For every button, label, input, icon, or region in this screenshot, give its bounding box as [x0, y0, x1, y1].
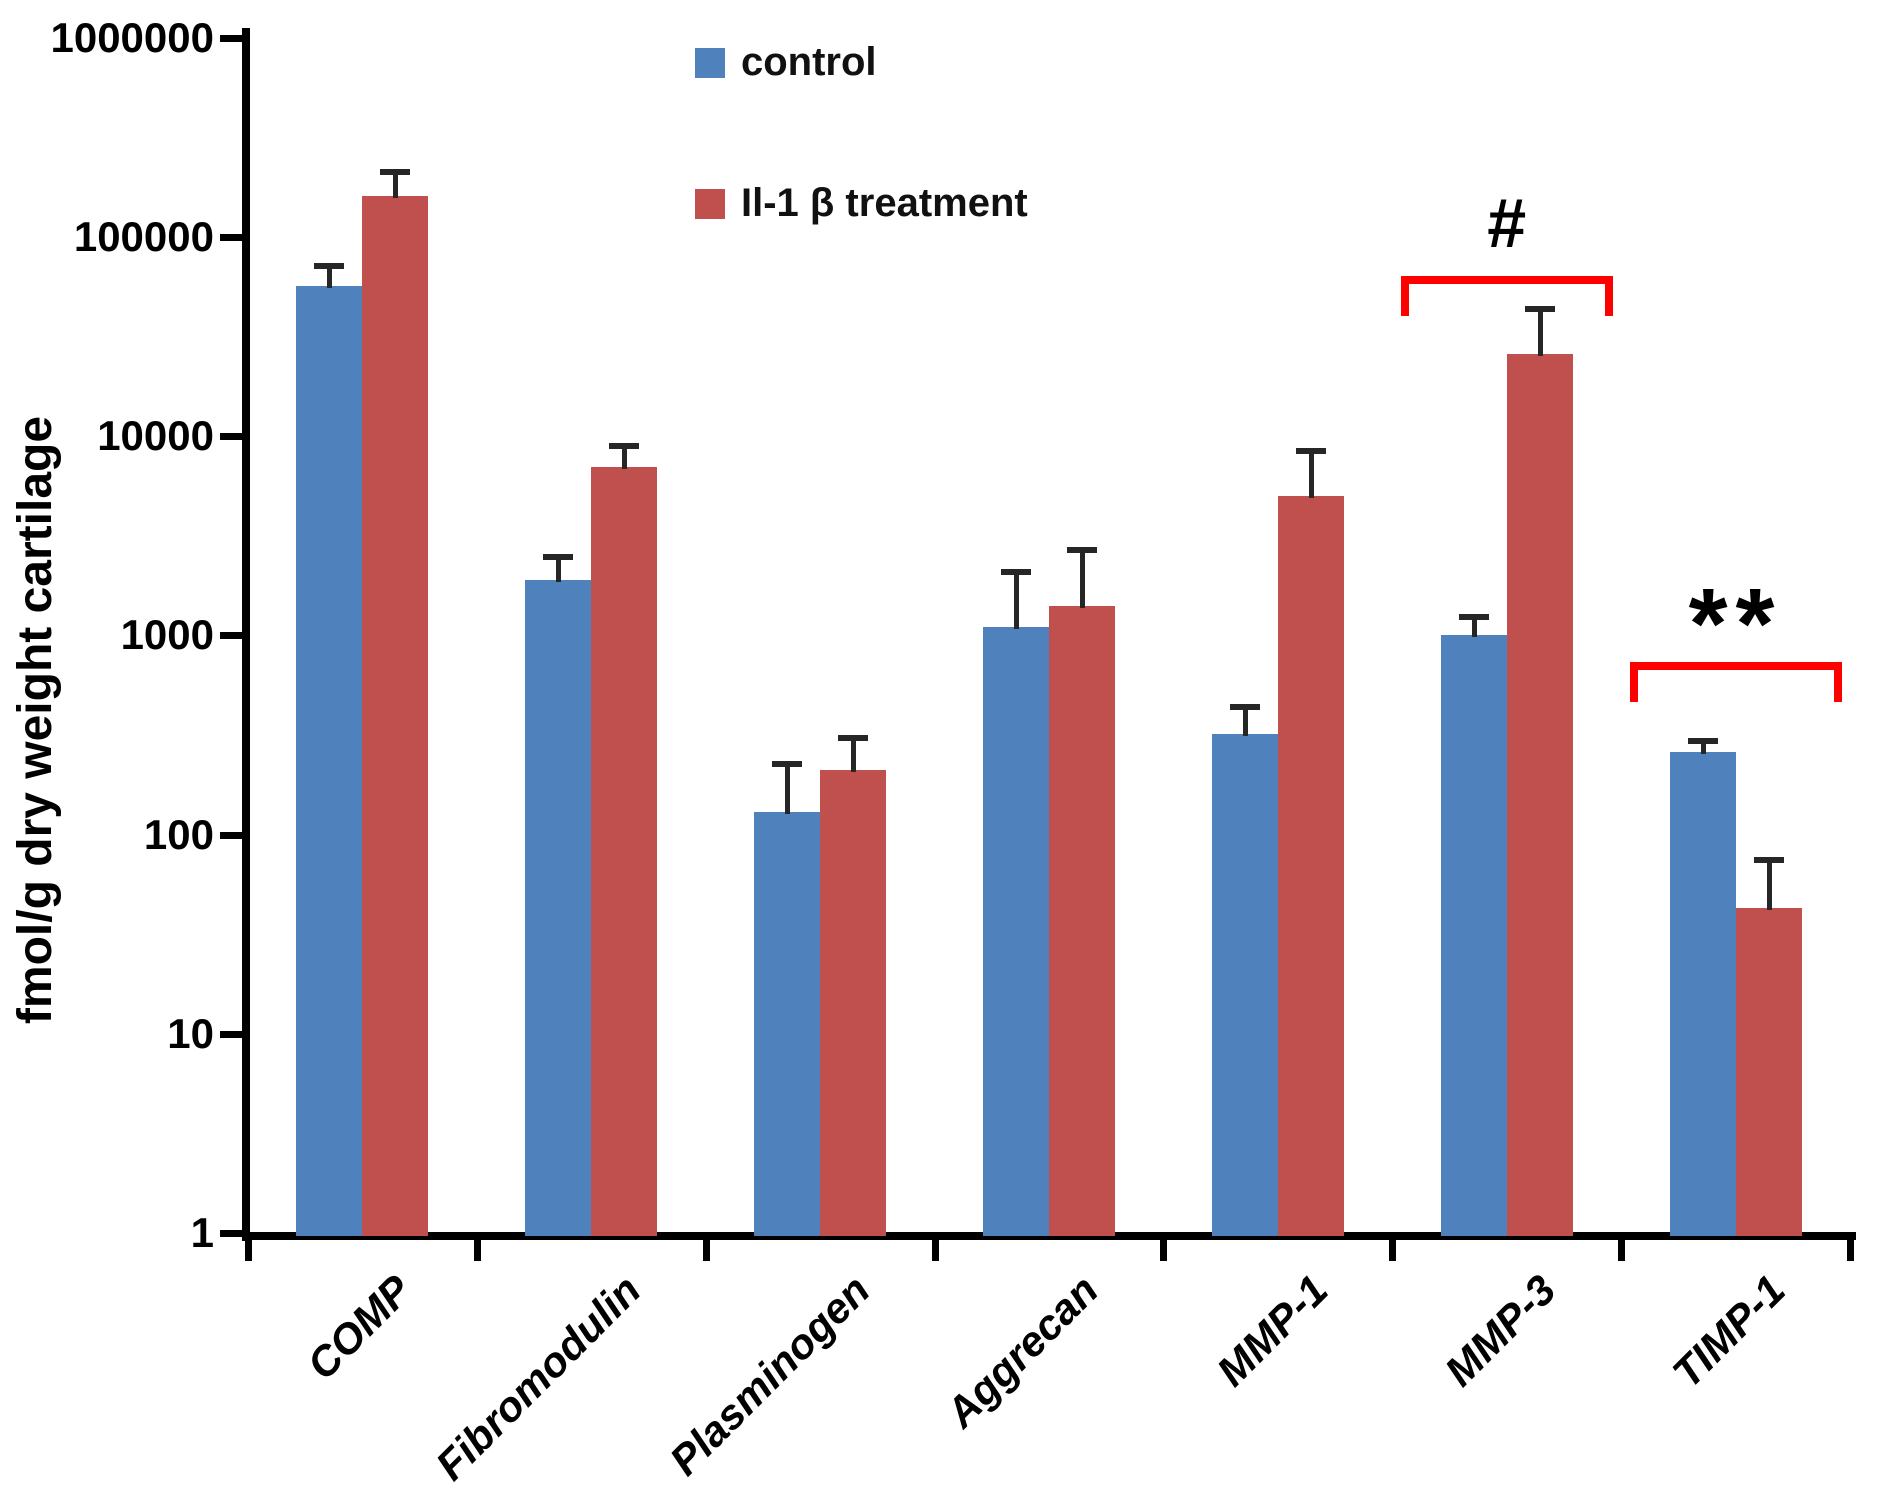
error-bar-MMP-1: [1242, 706, 1248, 736]
y-tick-label: 1000: [120, 611, 214, 659]
x-category-label-Aggrecan: Aggrecan: [937, 1266, 1108, 1437]
error-bar-Plasminogen: [785, 762, 791, 814]
y-tick: [220, 1030, 244, 1038]
x-tick: [473, 1233, 481, 1261]
x-category-label-TIMP-1: TIMP-1: [1663, 1266, 1794, 1397]
legend-swatch-control: [695, 47, 725, 78]
error-bar-COMP: [393, 170, 399, 199]
y-tick-label: 10000: [97, 412, 214, 460]
error-bar-TIMP-1: [1766, 859, 1772, 910]
significance-symbol-MMP-3: #: [1487, 183, 1527, 262]
error-cap-Aggrecan: [1067, 547, 1097, 554]
y-tick-label: 1000000: [50, 13, 214, 61]
error-bar-COMP: [327, 265, 333, 288]
error-bar-Fibromodulin: [556, 556, 562, 582]
error-bar-Plasminogen: [851, 736, 857, 773]
legend-label-treatment: Il-1 β treatment: [741, 181, 1028, 225]
error-bar-Aggrecan: [1080, 549, 1085, 609]
legend: control Il-1 β treatment: [695, 40, 1028, 322]
bar-control-TIMP-1: [1669, 751, 1736, 1236]
error-cap-Aggrecan: [1001, 569, 1031, 576]
x-category-label-Fibromodulin: Fibromodulin: [426, 1266, 650, 1489]
x-tick: [1618, 1233, 1626, 1261]
error-bar-MMP-1: [1308, 450, 1314, 499]
y-axis-line: [242, 28, 250, 1241]
bar-control-Aggrecan: [983, 627, 1049, 1236]
x-tick: [702, 1233, 710, 1261]
error-cap-COMP: [314, 263, 345, 270]
bar-treatment-TIMP-1: [1735, 907, 1802, 1236]
error-cap-Plasminogen: [772, 760, 803, 767]
bar-control-MMP-3: [1440, 635, 1507, 1236]
y-tick: [220, 831, 244, 839]
bracket-end-right: [1604, 275, 1613, 316]
legend-item-treatment: Il-1 β treatment: [695, 181, 1028, 226]
significance-symbol-TIMP-1: **: [1688, 568, 1783, 681]
error-cap-MMP-1: [1229, 704, 1260, 711]
y-tick: [220, 632, 244, 640]
x-tick: [1389, 1233, 1397, 1261]
x-tick: [245, 1233, 252, 1261]
bar-control-Plasminogen: [754, 811, 821, 1236]
legend-swatch-treatment: [695, 188, 725, 219]
error-cap-Plasminogen: [838, 734, 869, 741]
legend-label-control: control: [741, 40, 877, 84]
y-tick: [220, 34, 244, 42]
y-tick: [220, 234, 244, 241]
error-cap-COMP: [380, 168, 411, 175]
error-cap-MMP-3: [1458, 614, 1489, 621]
bar-treatment-MMP-3: [1506, 353, 1573, 1236]
y-tick: [220, 433, 244, 441]
significance-bracket-TIMP-1: [1629, 662, 1842, 671]
x-tick: [931, 1233, 939, 1261]
error-cap-TIMP-1: [1687, 737, 1718, 744]
bar-treatment-COMP: [362, 196, 429, 1236]
x-tick: [1160, 1233, 1168, 1261]
error-cap-TIMP-1: [1753, 857, 1784, 864]
bar-control-COMP: [296, 285, 363, 1236]
y-tick-label: 100000: [73, 213, 214, 260]
x-category-label-MMP-3: MMP-3: [1436, 1266, 1565, 1395]
x-axis-line: [242, 1232, 1856, 1240]
error-cap-MMP-1: [1295, 448, 1326, 455]
bar-treatment-Fibromodulin: [591, 467, 658, 1236]
significance-bracket-MMP-3: [1400, 275, 1613, 284]
x-category-label-MMP-1: MMP-1: [1207, 1266, 1337, 1395]
bracket-end-left: [1629, 662, 1638, 703]
bar-control-MMP-1: [1211, 733, 1278, 1236]
error-bar-Fibromodulin: [622, 445, 628, 470]
x-category-label-COMP: COMP: [298, 1266, 421, 1389]
bracket-end-right: [1833, 662, 1842, 703]
y-tick-label: 10: [167, 1009, 214, 1057]
y-tick-label: 100: [143, 810, 214, 858]
error-bar-MMP-3: [1471, 616, 1477, 638]
x-tick: [1847, 1233, 1854, 1261]
error-bar-TIMP-1: [1700, 739, 1706, 754]
error-cap-MMP-3: [1524, 306, 1555, 313]
y-tick: [220, 1230, 244, 1237]
bar-treatment-Aggrecan: [1049, 606, 1115, 1236]
error-cap-Fibromodulin: [609, 443, 640, 450]
x-category-label-Plasminogen: Plasminogen: [660, 1266, 879, 1485]
bar-control-Fibromodulin: [525, 579, 592, 1236]
bar-treatment-MMP-1: [1277, 496, 1344, 1236]
bar-treatment-Plasminogen: [820, 770, 887, 1236]
legend-item-control: control: [695, 40, 1028, 85]
error-bar-MMP-3: [1537, 308, 1543, 356]
error-cap-Fibromodulin: [543, 554, 574, 561]
bracket-end-left: [1400, 275, 1409, 316]
error-bar-Aggrecan: [1014, 571, 1019, 630]
y-tick-label: 1: [190, 1209, 214, 1256]
